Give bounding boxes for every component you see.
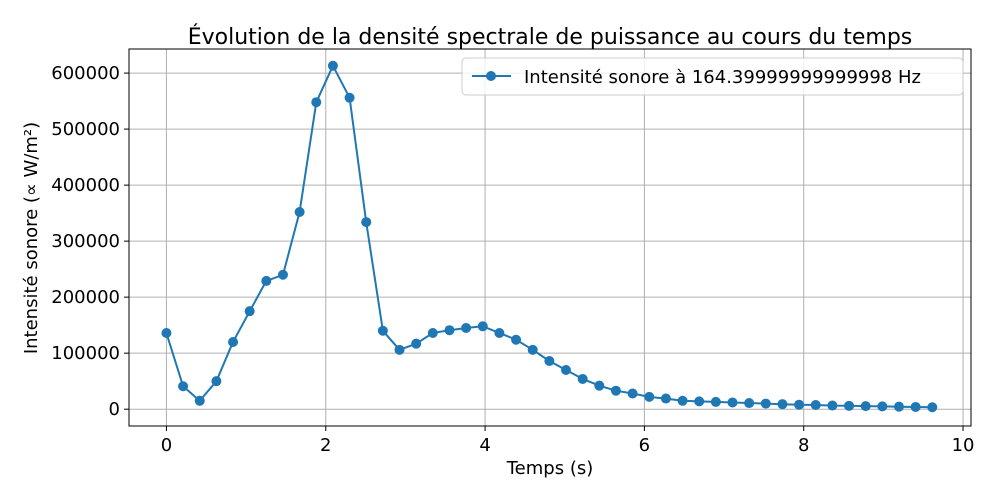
data-point (228, 336, 239, 347)
data-point (893, 401, 904, 412)
data-point (511, 334, 522, 345)
legend-marker-swatch (486, 71, 496, 81)
x-tick-label: 2 (320, 435, 331, 456)
data-point (394, 344, 405, 355)
data-point (627, 388, 638, 399)
data-point (461, 322, 472, 333)
data-point (327, 60, 338, 71)
y-tick-label: 100000 (51, 343, 120, 364)
x-tick-label: 0 (161, 435, 172, 456)
x-axis-label: Temps (s) (506, 458, 594, 479)
data-point (311, 97, 322, 108)
data-point (244, 306, 255, 317)
data-point (710, 396, 721, 407)
data-point (577, 373, 588, 384)
data-point (294, 207, 305, 218)
data-point (927, 402, 938, 413)
y-axis-label: Intensité sonore (∝ W/m²) (21, 122, 42, 354)
data-point (827, 400, 838, 411)
chart-title: Évolution de la densité spectrale de pui… (188, 24, 913, 50)
data-point (261, 275, 272, 286)
data-point (844, 400, 855, 411)
y-tick-label: 300000 (51, 231, 120, 252)
data-point (694, 396, 705, 407)
data-point (760, 398, 771, 409)
x-tick-label: 8 (798, 435, 809, 456)
y-tick-label: 600000 (51, 63, 120, 84)
data-point (744, 398, 755, 409)
data-point (161, 328, 172, 339)
y-tick-label: 200000 (51, 287, 120, 308)
data-point (211, 376, 222, 387)
plot-frame (128, 48, 972, 427)
data-point (277, 269, 288, 280)
data-point (660, 393, 671, 404)
x-tick-label: 6 (639, 435, 650, 456)
data-point (794, 399, 805, 410)
data-point (610, 385, 621, 396)
series-layer (161, 60, 938, 413)
data-point (427, 328, 438, 339)
tick-layer: 0 2 4 6 8 10 0 100000 200000 300000 400000 500000 60… (51, 63, 974, 456)
data-point (178, 381, 189, 392)
data-point (877, 401, 888, 412)
data-point (644, 391, 655, 402)
x-tick-label: 10 (952, 435, 975, 456)
data-point (344, 92, 355, 103)
data-point (594, 380, 605, 391)
y-tick-label: 500000 (51, 119, 120, 140)
data-point (377, 325, 388, 336)
data-point (561, 364, 572, 375)
x-tick-label: 4 (479, 435, 490, 456)
data-point (361, 217, 372, 228)
series-line (165, 64, 933, 409)
legend-label: Intensité sonore à 164.39999999999998 Hz (524, 67, 921, 88)
data-point (677, 395, 688, 406)
y-tick-label: 0 (109, 399, 120, 420)
legend-box (461, 57, 964, 96)
data-point (910, 401, 921, 412)
data-point (494, 328, 505, 339)
data-point (777, 399, 788, 410)
data-point (527, 344, 538, 355)
data-point (860, 401, 871, 412)
data-point (544, 356, 555, 367)
data-point (411, 338, 422, 349)
data-point (444, 325, 455, 336)
data-point (727, 397, 738, 408)
data-point (810, 399, 821, 410)
data-point (194, 395, 205, 406)
data-point (477, 321, 488, 332)
y-tick-label: 400000 (51, 175, 120, 196)
grid (129, 49, 971, 426)
legend: Intensité sonore à 164.39999999999998 Hz (461, 57, 964, 96)
